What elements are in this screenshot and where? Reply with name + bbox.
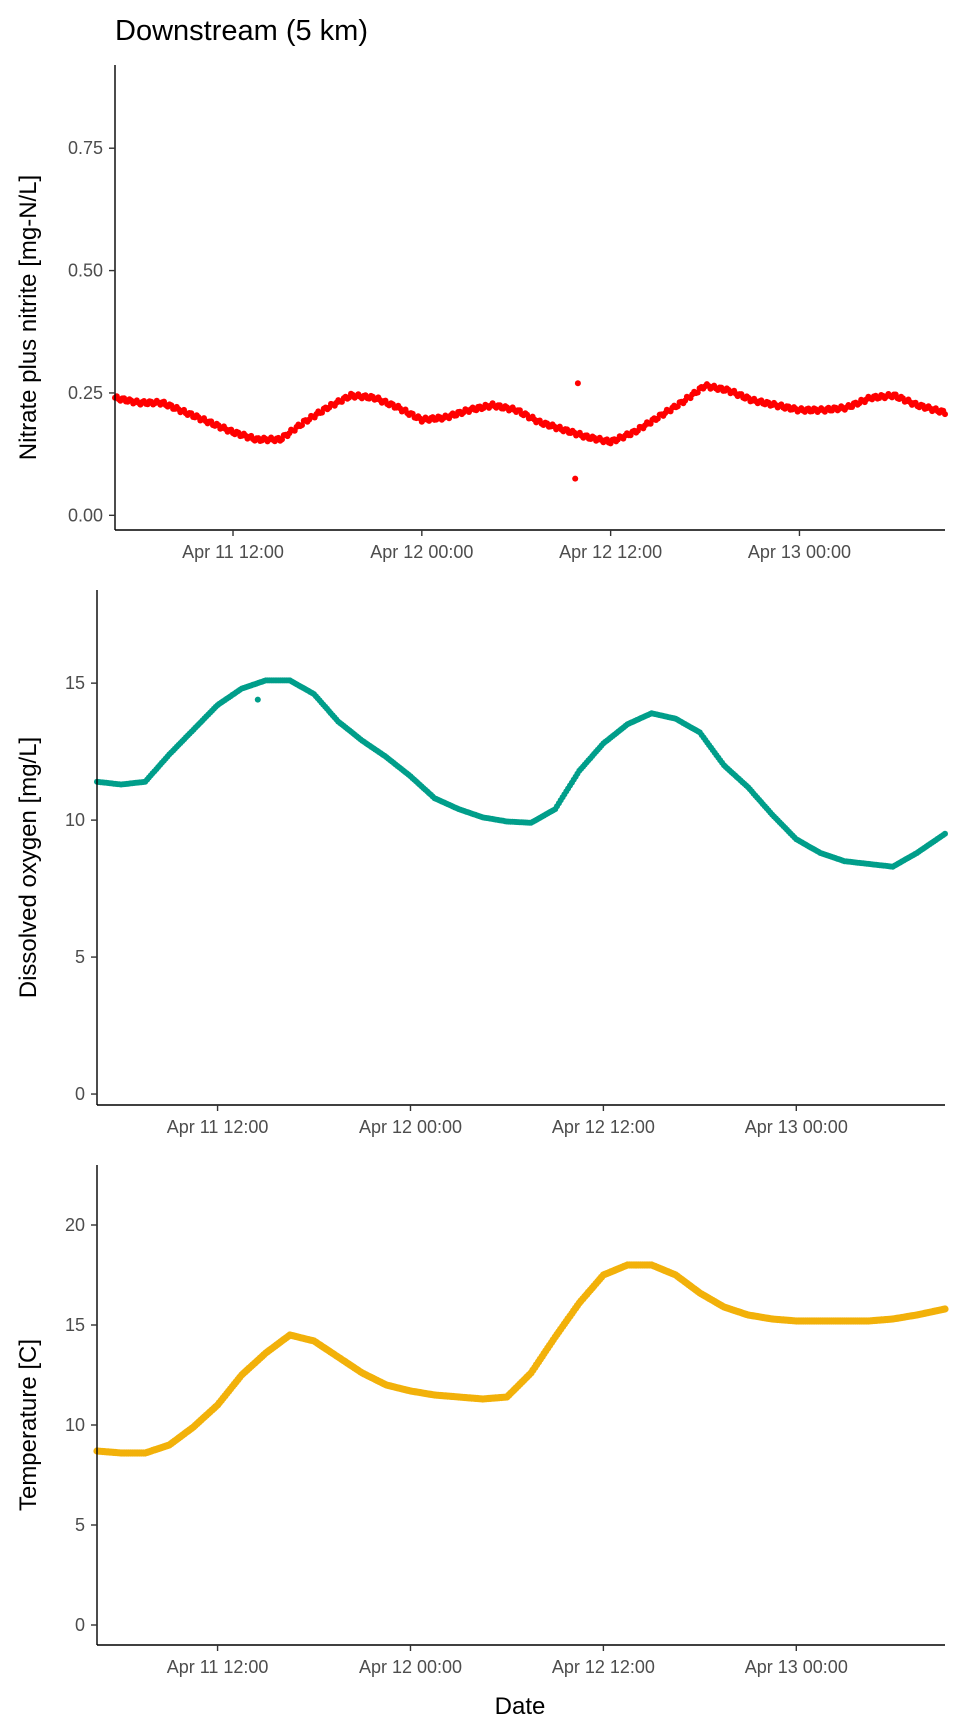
panel-temperature: 0 5 10 15 20 Apr 11 12:00 Apr 12 00:00 Apr 12 1… [15,1165,949,1677]
x-axis-title: Date [495,1693,546,1720]
x-tick-label: Apr 12 00:00 [370,542,473,562]
axes: 0 5 10 15 20 Apr 11 12:00 Apr 12 00:00 Apr 12 1… [65,1165,945,1677]
y-axis-title: Temperature [C] [15,1339,42,1511]
x-tick-label: Apr 13 00:00 [748,542,851,562]
y-tick-label: 0.25 [68,383,103,403]
y-tick-label: 0.75 [68,138,103,158]
figure-title: Downstream (5 km) [115,15,368,47]
y-tick-label: 5 [75,947,85,967]
y-tick-label: 10 [65,810,85,830]
panel-nitrate: 0.00 0.25 0.50 0.75 Apr 11 12:00 Apr 12 00:00… [15,65,948,562]
data-points [94,677,948,870]
data-point [254,696,261,703]
data-point [942,830,948,837]
x-tick-label: Apr 11 12:00 [182,542,284,562]
y-tick-label: 15 [65,1315,85,1335]
axes: 0 5 10 15 Apr 11 12:00 Apr 12 00:00 Apr 12 12:… [65,590,945,1137]
y-tick-label: 0.00 [68,505,103,525]
x-tick-label: Apr 12 00:00 [359,1657,462,1677]
y-axis-title: Nitrate plus nitrite [mg-N/L] [15,175,42,460]
y-tick-label: 0 [75,1615,85,1635]
x-tick-label: Apr 11 12:00 [167,1657,269,1677]
panel-dissolved-oxygen: 0 5 10 15 Apr 11 12:00 Apr 12 00:00 Apr 12 12:… [15,590,948,1137]
data-point [572,475,579,482]
y-tick-label: 0 [75,1084,85,1104]
y-axis-title: Dissolved oxygen [mg/L] [15,737,42,998]
data-point [941,1305,949,1313]
data-points [112,380,948,482]
x-tick-label: Apr 12 12:00 [552,1117,655,1137]
data-point [942,411,948,418]
data-points [93,1261,949,1457]
x-tick-label: Apr 13 00:00 [745,1657,848,1677]
y-tick-label: 5 [75,1515,85,1535]
x-tick-label: Apr 13 00:00 [745,1117,848,1137]
y-tick-label: 15 [65,673,85,693]
x-tick-label: Apr 12 00:00 [359,1117,462,1137]
x-tick-label: Apr 11 12:00 [167,1117,269,1137]
axes: 0.00 0.25 0.50 0.75 Apr 11 12:00 Apr 12 00:00… [68,65,945,562]
y-tick-label: 20 [65,1215,85,1235]
x-tick-label: Apr 12 12:00 [559,542,662,562]
data-point [574,380,581,387]
y-tick-label: 0.50 [68,261,103,281]
x-tick-label: Apr 12 12:00 [552,1657,655,1677]
y-tick-label: 10 [65,1415,85,1435]
